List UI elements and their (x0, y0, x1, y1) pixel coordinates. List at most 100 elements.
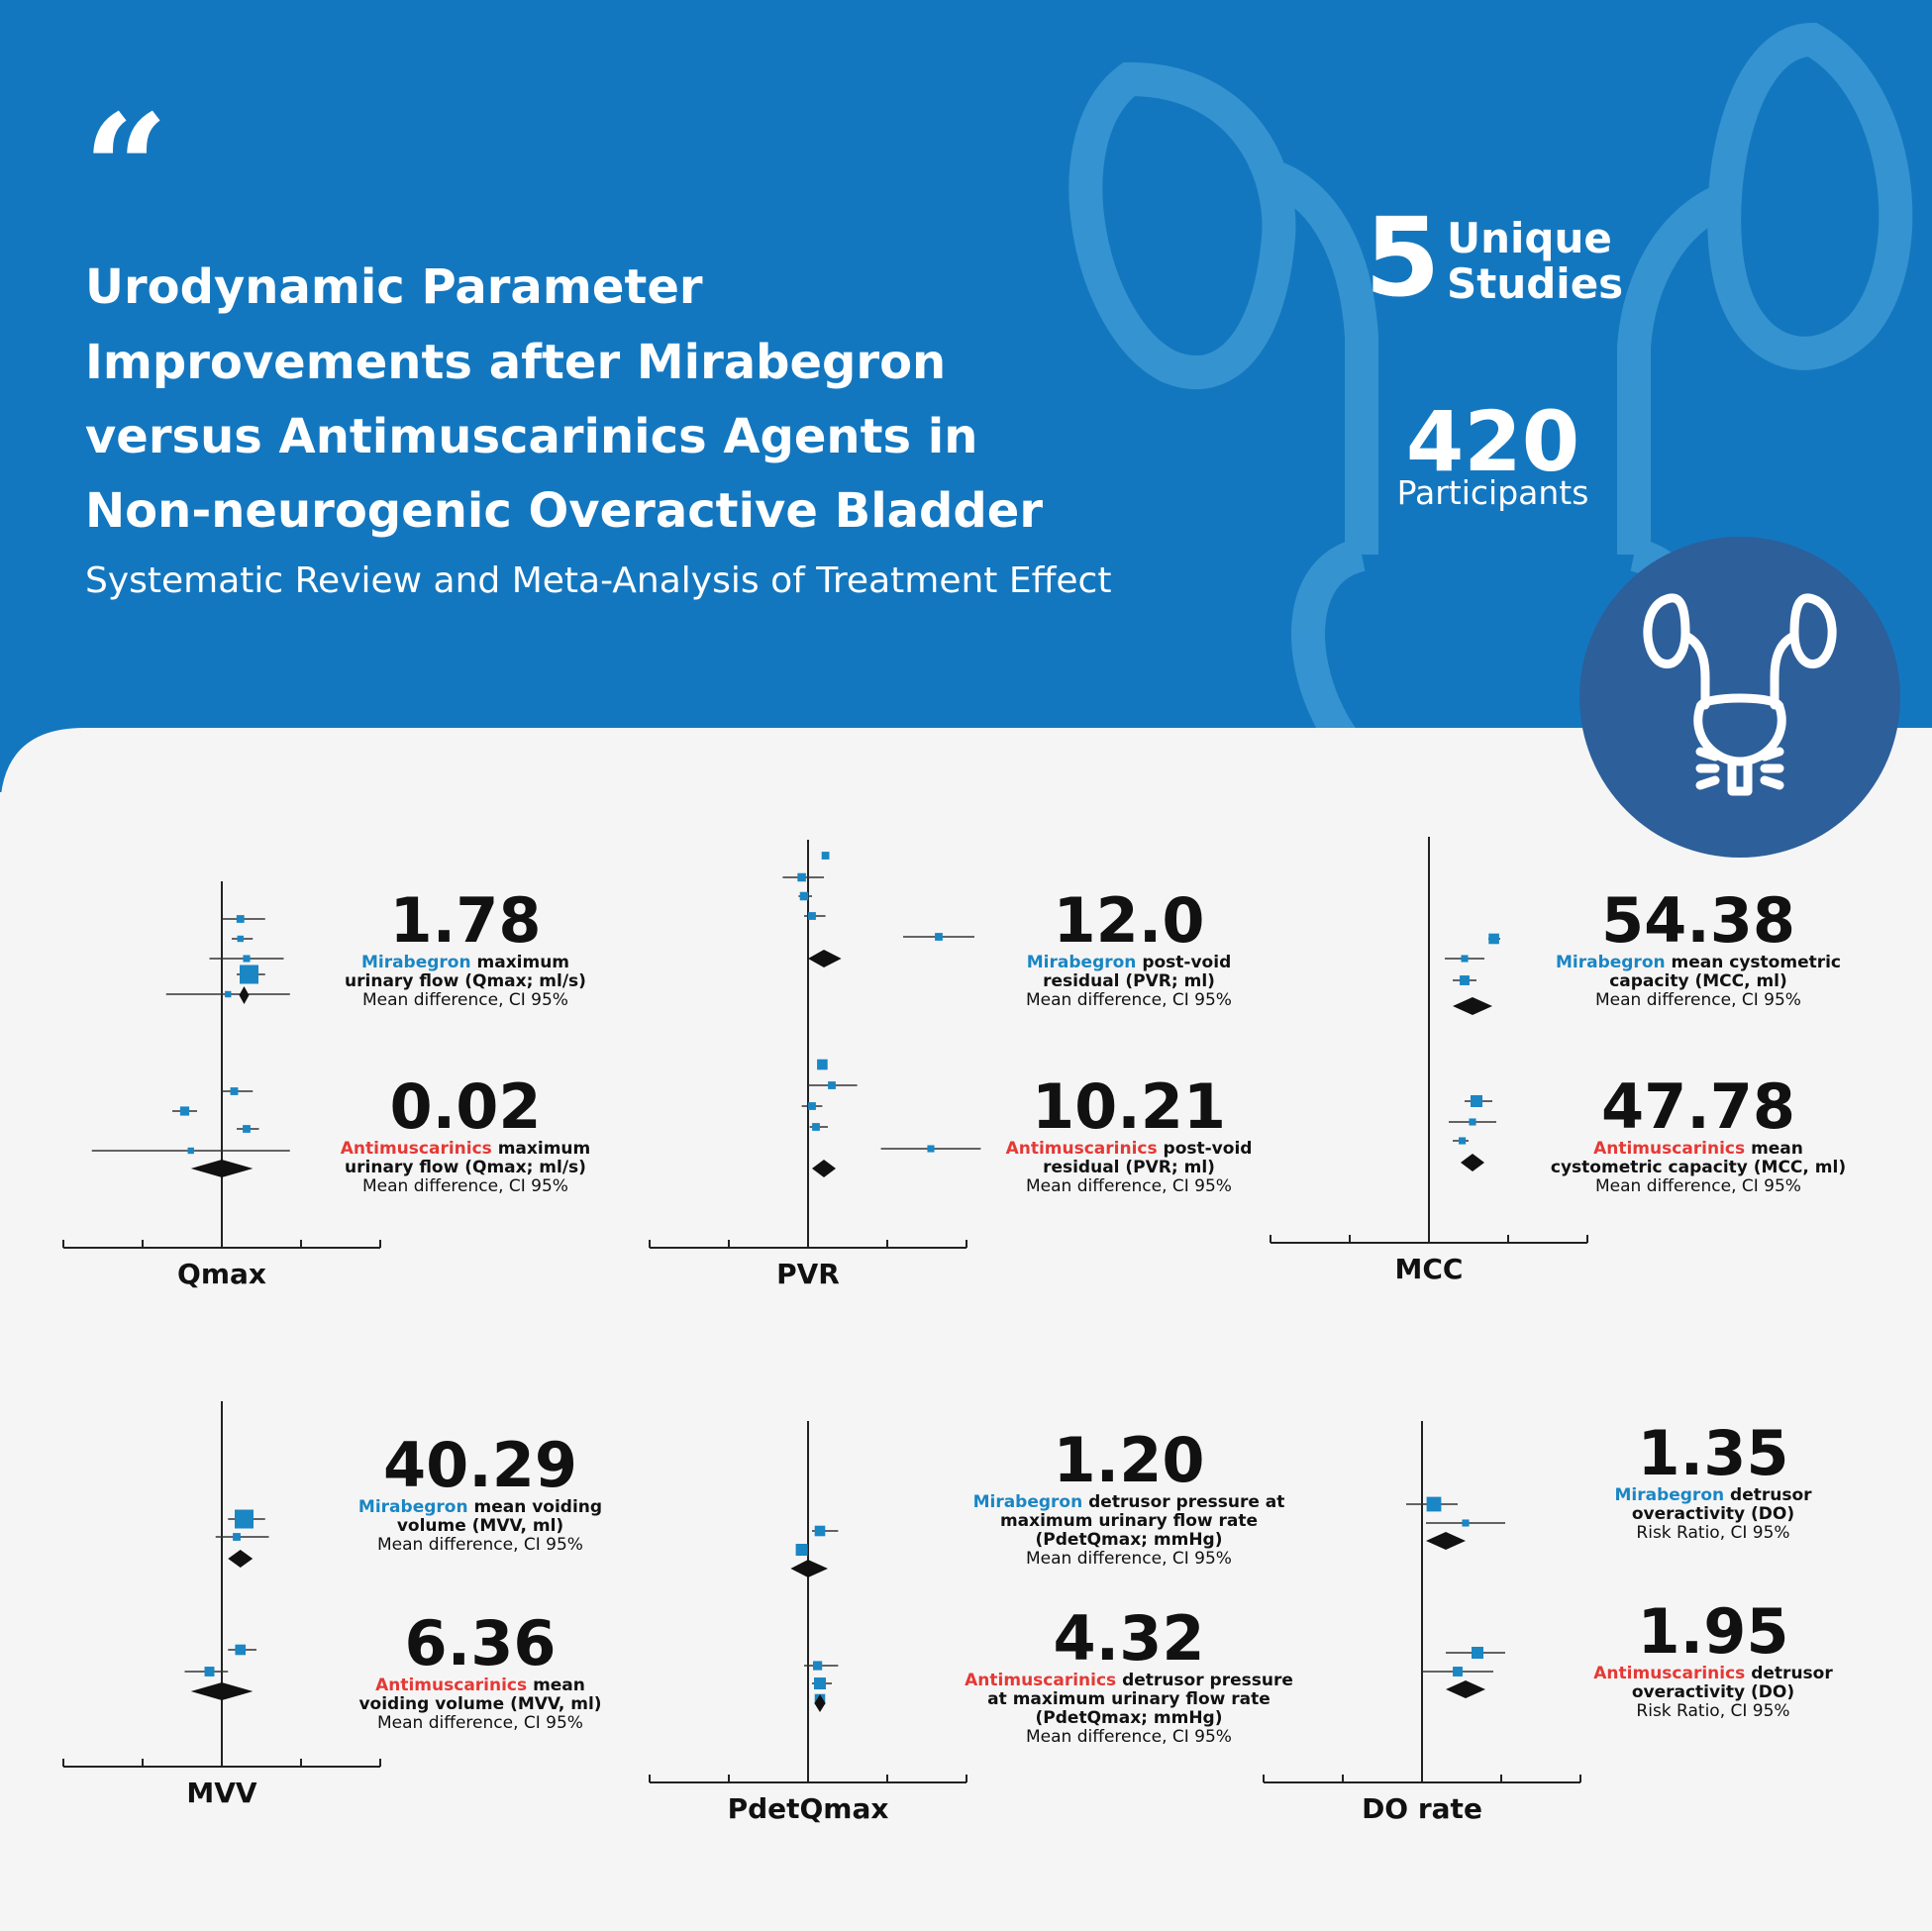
study-marker (808, 1102, 816, 1110)
drug-label: Antimuscarinics (375, 1676, 528, 1695)
axis-label: MVV (186, 1777, 257, 1809)
parameter-label: detrusor pressure at maximum urinary flo… (999, 1492, 1285, 1550)
study-marker (1488, 933, 1499, 945)
study-marker (235, 1509, 254, 1529)
study-marker (1426, 1496, 1442, 1512)
stat-pvr-mirabegron: 12.0 Mirabegron post-void residual (PVR;… (990, 888, 1268, 1010)
measure-label: Mean difference, CI 95% (1595, 1176, 1801, 1196)
participants-count: 420 (1405, 393, 1580, 490)
stat-value: 1.95 (1637, 1595, 1789, 1668)
stat-description: Antimuscarinics maximum urinary flow (Qm… (327, 1140, 604, 1177)
stat-qmax-antimuscarinics: 0.02 Antimuscarinics maximum urinary flo… (327, 1074, 604, 1196)
study-marker (236, 915, 245, 923)
drug-label: Antimuscarinics (340, 1139, 492, 1159)
pooled-diamond (239, 986, 250, 1004)
stat-do-mirabegron: 1.35 Mirabegron detrusor overactivity (D… (1584, 1421, 1842, 1543)
stat-do-antimuscarinics: 1.95 Antimuscarinics detrusor overactivi… (1584, 1599, 1842, 1721)
stat-value: 54.38 (1600, 884, 1796, 957)
title-line-2: Improvements after Mirabegron (85, 335, 947, 390)
stat-description: Mirabegron mean cystometric capacity (MC… (1545, 954, 1852, 991)
pooled-diamond (228, 1550, 254, 1568)
measure-label: Mean difference, CI 95% (362, 1176, 568, 1196)
parameter-label: mean voiding volume (MVV, ml) (358, 1676, 602, 1714)
stat-mcc-mirabegron: 54.38 Mirabegron mean cystometric capaci… (1545, 888, 1852, 1010)
drug-label: Mirabegron (972, 1492, 1083, 1512)
title-line-1: Urodynamic Parameter (85, 259, 703, 315)
studies-label-line-1: Unique (1447, 214, 1612, 262)
study-marker (179, 1106, 190, 1116)
parameter-label: post-void residual (PVR; ml) (1043, 953, 1232, 991)
stat-value: 1.20 (1053, 1424, 1205, 1496)
stat-mcc-antimuscarinics: 47.78 Antimuscarinics mean cystometric c… (1545, 1074, 1852, 1196)
stat-description: Mirabegron post-void residual (PVR; ml) (990, 954, 1268, 991)
stat-description: Mirabegron detrusor pressure at maximum … (956, 1493, 1302, 1550)
stat-value: 10.21 (1031, 1070, 1227, 1143)
study-marker (187, 1147, 194, 1155)
drug-label: Mirabegron (1614, 1485, 1725, 1505)
content-panel (0, 728, 1932, 1931)
stat-description: Mirabegron mean voiding volume (MVV, ml) (342, 1498, 619, 1536)
participants-label: Participants (1396, 473, 1589, 512)
study-marker (204, 1667, 215, 1677)
studies-label-line-2: Studies (1447, 259, 1624, 308)
study-marker (235, 1644, 247, 1656)
page-subtitle: Systematic Review and Meta-Analysis of T… (85, 560, 1112, 601)
stat-description: Mirabegron maximum urinary flow (Qmax; m… (327, 954, 604, 991)
measure-label: Risk Ratio, CI 95% (1636, 1701, 1790, 1721)
parameter-label: detrusor overactivity (DO) (1631, 1664, 1833, 1702)
stat-qmax-mirabegron: 1.78 Mirabegron maximum urinary flow (Qm… (327, 888, 604, 1010)
parameter-label: detrusor overactivity (DO) (1631, 1485, 1812, 1524)
pooled-diamond (190, 1682, 254, 1700)
study-marker (795, 1544, 808, 1556)
title-line-4: Non-neurogenic Overactive Bladder (85, 483, 1043, 539)
parameter-label: detrusor pressure at maximum urinary flo… (987, 1671, 1293, 1728)
stat-value: 4.32 (1053, 1602, 1205, 1675)
study-marker (817, 1059, 828, 1070)
stat-value: 12.0 (1053, 884, 1205, 957)
study-marker (233, 1533, 241, 1541)
measure-label: Risk Ratio, CI 95% (1636, 1523, 1790, 1543)
parameter-label: mean cystometric capacity (MCC, ml) (1550, 1139, 1847, 1177)
stat-description: Antimuscarinics detrusor pressure at max… (956, 1672, 1302, 1728)
quote-icon: “ (83, 82, 169, 256)
measure-label: Mean difference, CI 95% (1026, 1176, 1232, 1196)
study-marker (797, 872, 806, 882)
drug-label: Antimuscarinics (1593, 1664, 1746, 1683)
study-marker (243, 1125, 251, 1133)
pooled-diamond (814, 1694, 826, 1712)
drug-label: Antimuscarinics (1005, 1139, 1158, 1159)
stat-pdetqmax-mirabegron: 1.20 Mirabegron detrusor pressure at max… (956, 1428, 1302, 1569)
study-marker (1469, 1118, 1476, 1126)
study-marker (828, 1081, 836, 1089)
stat-value: 0.02 (389, 1070, 542, 1143)
stat-value: 1.78 (389, 884, 542, 957)
axis-label: PVR (776, 1258, 840, 1290)
kidneys-bladder-icon (1643, 593, 1837, 796)
measure-label: Mean difference, CI 95% (1026, 990, 1232, 1010)
study-marker (240, 965, 258, 984)
study-marker (1472, 1647, 1483, 1659)
stat-description: Antimuscarinics mean voiding volume (MVV… (342, 1677, 619, 1714)
study-marker (814, 1525, 826, 1537)
stat-description: Antimuscarinics mean cystometric capacit… (1545, 1140, 1852, 1177)
measure-label: Mean difference, CI 95% (362, 990, 568, 1010)
title-line-3: versus Antimuscarinics Agents in (85, 409, 978, 464)
stat-pvr-antimuscarinics: 10.21 Antimuscarinics post-void residual… (990, 1074, 1268, 1196)
study-marker (1471, 1095, 1482, 1107)
measure-label: Mean difference, CI 95% (1595, 990, 1801, 1010)
drug-label: Antimuscarinics (1593, 1139, 1746, 1159)
study-marker (225, 990, 232, 998)
study-marker (821, 852, 830, 860)
studies-count: 5 (1365, 194, 1441, 321)
stat-value: 1.35 (1637, 1417, 1789, 1489)
drug-label: Mirabegron (360, 953, 471, 972)
axis-label: Qmax (177, 1258, 266, 1290)
measure-label: Mean difference, CI 95% (1026, 1549, 1232, 1569)
axis-label: DO rate (1362, 1792, 1482, 1825)
measure-label: Mean difference, CI 95% (377, 1713, 583, 1733)
study-marker (1461, 955, 1469, 963)
axis-label: PdetQmax (728, 1792, 889, 1825)
study-marker (935, 933, 943, 941)
